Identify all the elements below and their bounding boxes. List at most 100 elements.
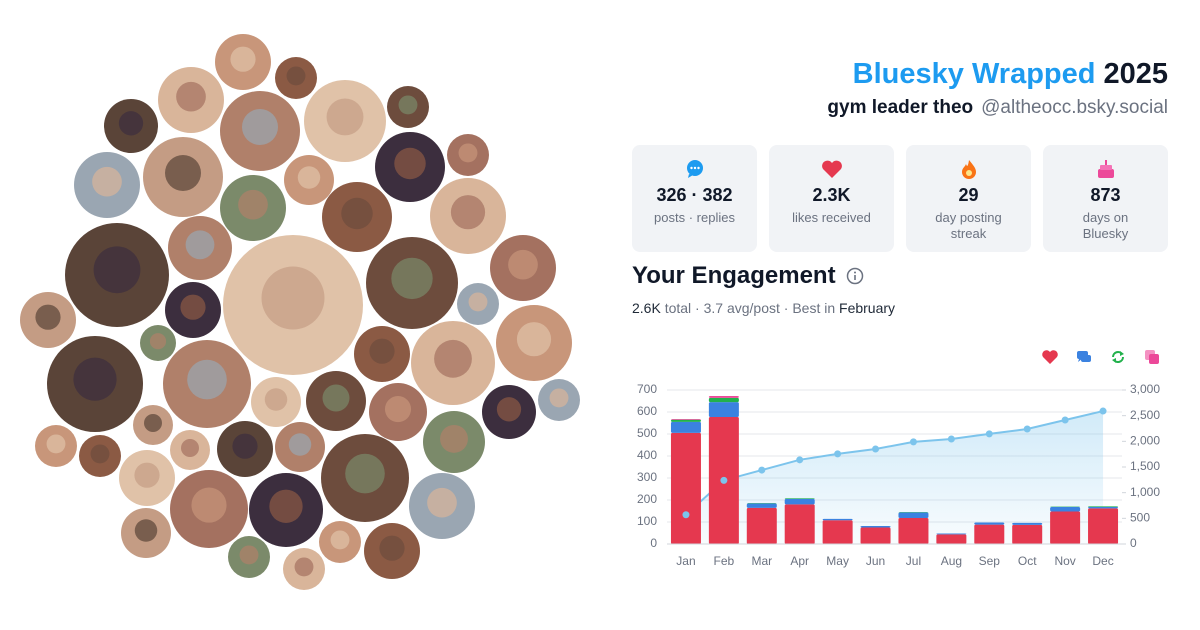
avatar-face [242,109,278,145]
avatar-face [330,530,350,550]
line-point [758,466,766,474]
avatar-face [176,81,206,112]
avatar-face [261,266,325,330]
bar-segment [708,395,739,398]
bar-segment [898,518,929,544]
line-point [682,511,690,519]
display-name: gym leader theo [827,97,974,118]
legend-icon[interactable] [1077,351,1091,362]
x-tick-label: Feb [714,554,735,568]
bar-segment [860,525,891,528]
avatar-face [516,322,552,357]
y-tick-label: 300 [637,470,657,484]
stat-value: 873 [1090,185,1121,205]
avatar-face [297,166,321,189]
bar-segment [708,397,739,403]
avatar-face [165,155,201,191]
y2-tick-label: 2,500 [1130,408,1160,422]
avatar-face [549,388,569,408]
header: Bluesky Wrapped 2025 gym leader theo @alth… [827,58,1168,119]
section-heading: Your Engagement [632,262,895,290]
avatar-face [326,98,364,136]
avatar-face [191,487,227,523]
bar-segment [784,498,815,499]
bar-segment [670,419,701,420]
y2-tick-label: 1,500 [1130,459,1160,473]
x-tick-label: Dec [1092,554,1113,568]
title-brand: Bluesky Wrapped [852,58,1096,90]
avatar-face [450,195,486,230]
chart: 0 100 200 300 400 500 600 700 0 500 1,000 1,500 2,00… [637,350,1160,568]
y2-tick-label: 2,000 [1130,434,1160,448]
y2-tick-label: 1,000 [1130,485,1160,499]
bar-segment [1050,511,1081,544]
avatar-face [187,359,227,400]
bar-segment [746,503,777,508]
avatar-face [46,434,66,454]
title: Bluesky Wrapped 2025 [827,58,1168,91]
bar-segment [822,520,853,544]
avatar-face [149,333,167,350]
handle: @altheocc.bsky.social [981,97,1168,118]
stat-label: posts · replies [654,210,735,225]
info-icon[interactable] [846,267,864,285]
user: gym leader theo @altheocc.bsky.social [827,97,1168,119]
x-tick-label: Nov [1054,554,1075,568]
avatar-face [134,462,160,488]
bar-segment [898,512,929,519]
x-tick-label: Sep [979,554,1001,568]
stat-value: 29 [958,185,979,205]
icon [821,160,842,178]
x-tick-label: Aug [941,554,962,568]
line-point [1099,407,1107,415]
bar-segment [1088,508,1119,544]
x-tick-label: Mar [751,554,772,568]
line-point [1023,425,1031,433]
bar-segment [746,507,777,544]
icon [686,160,703,178]
avatar-face [508,249,538,280]
avatar-face [35,304,61,330]
bar-segment [1050,507,1081,512]
total: 2.6K [632,300,661,316]
bar-segment [784,498,815,505]
bar-segment [670,432,701,544]
avatar-face [458,143,478,163]
x-tick-label: Jun [866,554,885,568]
line-point [834,450,842,458]
y-tick-label: 700 [637,382,657,396]
stat-card: 326 · 382 posts · replies [632,145,757,252]
bar-segment [1012,522,1043,525]
bar-segment [1012,524,1043,544]
avatar-face [496,397,522,422]
line [685,410,1104,516]
summary-text: total · 3.7 avg/post · Best in [664,300,836,316]
line-point [872,445,880,453]
stat-value: 326 · 382 [656,185,733,205]
stat-card: 873 days on Bluesky [1043,145,1168,252]
x-tick-label: May [826,554,849,568]
stat-label: day posting streak [935,210,1002,241]
legend-icon[interactable] [1112,351,1124,363]
avatar-face [264,388,288,411]
bar-segment [974,524,1005,544]
legend-icon[interactable] [1145,350,1159,364]
bar-segment [670,421,701,433]
y-tick-label: 200 [637,492,657,506]
avatar-face [185,230,215,260]
avatar-face [468,292,488,312]
avatar-face [345,453,385,494]
y-tick-label: 0 [650,536,657,550]
avatar-face [286,66,306,86]
heading-text: Your Engagement [632,262,836,289]
bar-segment [822,518,853,521]
avatar-face [427,487,457,518]
avatar-face [379,535,405,561]
avatar-face [391,257,433,300]
y-tick-label: 100 [637,514,657,528]
avatar-face [434,339,472,378]
bar-segment [860,527,891,544]
legend-icon[interactable] [1042,350,1058,364]
